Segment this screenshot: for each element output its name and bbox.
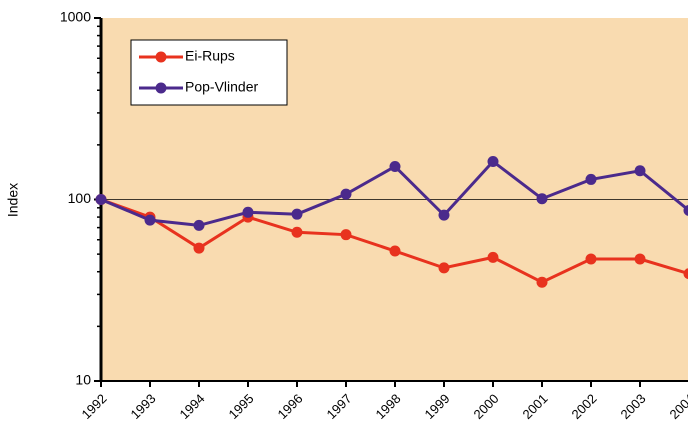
x-tick-label: 1993 [127, 391, 158, 422]
x-tick-label: 1997 [323, 391, 354, 422]
data-point [536, 193, 548, 205]
x-tick-label: 1996 [274, 391, 305, 422]
data-point [683, 268, 688, 280]
x-tick-label: 1995 [225, 391, 256, 422]
y-tick-label: 100 [68, 190, 92, 206]
data-point [242, 206, 254, 218]
x-tick-label: 2004 [666, 391, 688, 422]
data-point [634, 165, 646, 177]
data-point [389, 160, 401, 172]
y-axis-label: Index [5, 183, 21, 217]
legend-box [130, 39, 288, 106]
x-tick-label: 2000 [470, 391, 501, 422]
legend-label: Ei-Rups [185, 48, 235, 64]
data-point [585, 253, 597, 265]
data-point [95, 194, 107, 205]
y-tick-label: 10 [75, 372, 91, 388]
x-tick-label: 2003 [617, 391, 648, 422]
data-point [193, 219, 205, 231]
data-point [193, 242, 205, 254]
data-point [487, 155, 499, 167]
y-tick-label: 1000 [60, 9, 91, 25]
data-point [340, 229, 352, 241]
x-tick-label: 2002 [568, 391, 599, 422]
x-tick-label: 1992 [78, 391, 109, 422]
x-tick-label: 1999 [421, 391, 452, 422]
legend-marker [155, 51, 167, 63]
data-point [487, 251, 499, 263]
legend-marker [155, 82, 167, 94]
data-point [291, 208, 303, 220]
x-tick-label: 1998 [372, 391, 403, 422]
data-point [683, 205, 688, 216]
data-point [291, 226, 303, 238]
x-tick-label: 2001 [519, 391, 550, 422]
data-point [536, 276, 548, 288]
data-point [438, 209, 450, 221]
x-tick-label: 1994 [176, 391, 207, 422]
data-point [634, 253, 646, 265]
legend-label: Pop-Vlinder [185, 79, 258, 95]
data-point [340, 188, 352, 200]
data-point [144, 214, 156, 226]
data-point [389, 245, 401, 257]
data-point [438, 262, 450, 274]
data-point [585, 173, 597, 185]
